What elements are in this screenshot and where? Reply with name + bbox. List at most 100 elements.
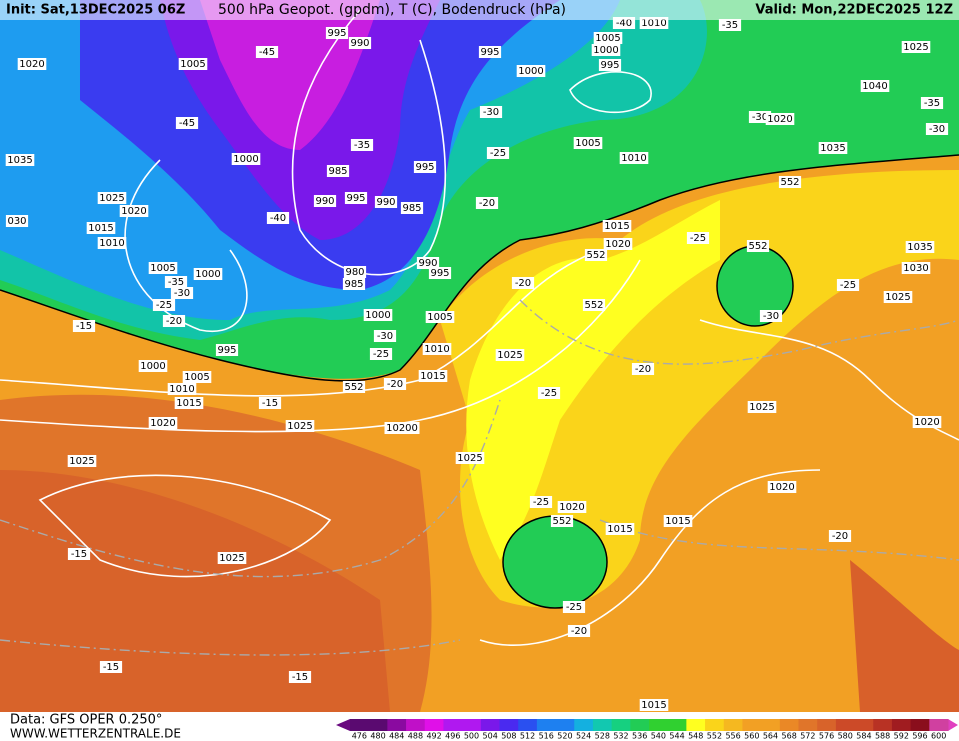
colorbar-tick-label: 496 <box>445 732 460 741</box>
label-box <box>182 371 212 383</box>
label-box <box>343 266 367 278</box>
map-label: 1030 <box>903 263 928 274</box>
map-label: 1020 <box>769 482 794 493</box>
map-label: 552 <box>780 177 799 188</box>
map-label: 1015 <box>607 524 632 535</box>
label-box <box>639 699 669 711</box>
colorbar: 476 480 484 488 492 496 500 504 508 512 516 520 524 5… <box>336 719 958 741</box>
colorbar-tick-label: 504 <box>483 732 498 741</box>
label-box <box>905 241 935 253</box>
colorbar-cell <box>835 719 856 731</box>
label-box <box>175 117 199 129</box>
map-label: -25 <box>373 349 389 360</box>
map-label: -30 <box>174 288 190 299</box>
label-box <box>818 142 848 154</box>
colorbar-tick-label: 592 <box>894 732 909 741</box>
colorbar-tick-label: 596 <box>912 732 927 741</box>
label-box <box>765 113 795 125</box>
colorbar-tick-label: 556 <box>725 732 740 741</box>
map-label: 1015 <box>88 223 113 234</box>
label-box <box>167 383 197 395</box>
label-box <box>326 165 350 177</box>
label-box <box>350 139 374 151</box>
map-label: 995 <box>217 345 236 356</box>
map-label: 1000 <box>365 310 390 321</box>
map-label: 995 <box>346 193 365 204</box>
colorbar-cell <box>723 719 743 731</box>
colorbar-cell <box>630 719 650 731</box>
label-box <box>258 397 282 409</box>
map-label: 1025 <box>457 453 482 464</box>
map-label: 990 <box>350 38 369 49</box>
colorbar-cell <box>611 719 631 731</box>
label-box <box>285 420 315 432</box>
label-box <box>231 153 261 165</box>
colorbar-tick-label: 544 <box>669 732 684 741</box>
map-label: 1005 <box>427 312 452 323</box>
map-label: -25 <box>840 280 856 291</box>
colorbar-cell <box>779 719 799 731</box>
map-label: 1025 <box>749 402 774 413</box>
cold-low <box>502 515 608 609</box>
label-box <box>901 41 931 53</box>
header-bar <box>0 0 959 20</box>
label-box <box>718 19 742 31</box>
map-label: 1020 <box>121 206 146 217</box>
map-label: 1010 <box>99 238 124 249</box>
isotherms <box>0 299 959 656</box>
map-label: 985 <box>344 279 363 290</box>
map-label: 552 <box>584 300 603 311</box>
label-box <box>475 197 499 209</box>
colorbar-tick-label: 520 <box>557 732 572 741</box>
label-box <box>325 27 349 39</box>
colorbar-cell <box>667 719 687 731</box>
map-label: -35 <box>354 140 370 151</box>
label-box <box>828 530 852 542</box>
colorbar-cell <box>798 719 818 731</box>
label-box <box>516 65 546 77</box>
map-label: 1025 <box>885 292 910 303</box>
label-box <box>686 232 710 244</box>
label-box <box>5 154 35 166</box>
label-box <box>425 311 455 323</box>
map-label: -20 <box>571 626 587 637</box>
label-box <box>348 37 372 49</box>
map-label: 985 <box>402 203 421 214</box>
colorbar-tick-label: 576 <box>819 732 834 741</box>
label-box <box>920 97 944 109</box>
map-label: 1005 <box>595 33 620 44</box>
colorbar-tick-label: 560 <box>744 732 759 741</box>
map-label: 1035 <box>907 242 932 253</box>
label-box <box>164 276 188 288</box>
label-box <box>455 452 485 464</box>
map-label: 10200 <box>386 423 418 434</box>
map-label: -15 <box>292 672 308 683</box>
label-box <box>344 192 368 204</box>
label-box <box>342 381 366 393</box>
map-label: 1020 <box>559 502 584 513</box>
label-box <box>836 279 860 291</box>
label-box <box>148 262 178 274</box>
map-label: -25 <box>690 233 706 244</box>
map-label: -15 <box>262 398 278 409</box>
colorbar-cell <box>873 719 893 731</box>
map-label: 990 <box>376 197 395 208</box>
map-label: 1040 <box>862 81 887 92</box>
colorbar-cell <box>929 719 949 731</box>
label-box <box>369 348 393 360</box>
colorbar-cell <box>686 719 706 731</box>
map-label: -20 <box>479 198 495 209</box>
map-label: 995 <box>430 268 449 279</box>
colorbar-tick-label: 584 <box>856 732 871 741</box>
label-box <box>883 291 913 303</box>
colorbar-cell <box>555 719 575 731</box>
label-box <box>313 195 337 207</box>
map-label: -45 <box>179 118 195 129</box>
colorbar-cell <box>891 719 912 731</box>
map-label: 995 <box>480 47 499 58</box>
map-label: 1000 <box>233 154 258 165</box>
colorbar-cell <box>350 719 370 731</box>
map-label: 980 <box>345 267 364 278</box>
label-box <box>603 238 633 250</box>
